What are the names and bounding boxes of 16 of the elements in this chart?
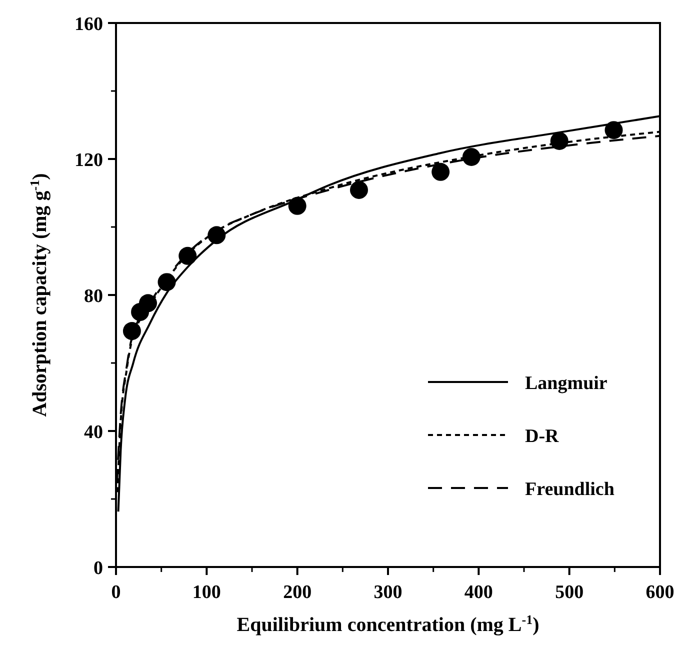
x-tick-label: 0 bbox=[111, 582, 121, 603]
x-tick-label: 200 bbox=[283, 582, 312, 603]
legend-label: Langmuir bbox=[525, 373, 608, 394]
x-tick-label: 500 bbox=[555, 582, 584, 603]
x-tick-label: 600 bbox=[646, 582, 674, 603]
x-tick-label: 100 bbox=[192, 582, 221, 603]
x-tick-label: 300 bbox=[374, 582, 402, 603]
legend-label: Freundlich bbox=[525, 479, 615, 500]
x-axis-title: Equilibrium concentration (mg L$^{-1}$) bbox=[236, 612, 540, 636]
y-tick-label: 0 bbox=[94, 558, 103, 579]
y-tick-label: 160 bbox=[74, 14, 103, 35]
legend-label: D-R bbox=[525, 426, 560, 447]
x-tick-label: 400 bbox=[464, 582, 493, 603]
y-tick-label: 80 bbox=[84, 286, 103, 307]
y-tick-label: 120 bbox=[74, 150, 103, 171]
y-tick-label: 40 bbox=[84, 422, 103, 443]
